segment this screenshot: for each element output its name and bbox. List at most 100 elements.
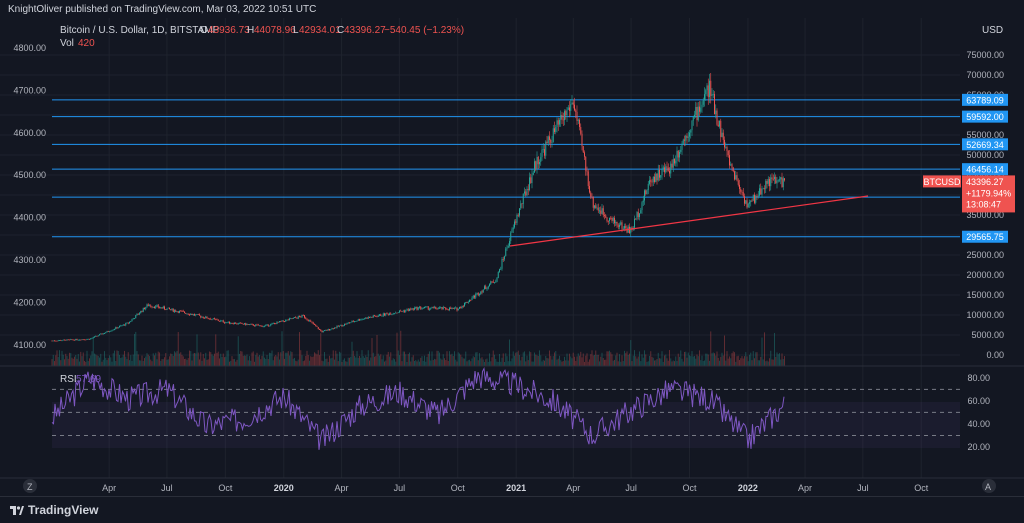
volume-bar (191, 360, 193, 366)
volume-bar (151, 361, 153, 366)
candle-body (581, 133, 583, 147)
legend-h-label: H (247, 25, 254, 36)
legend-l-label: L (293, 25, 299, 36)
candle-body (427, 306, 429, 310)
volume-bar (342, 359, 344, 366)
tradingview-logo-icon (10, 506, 24, 515)
volume-bar (194, 352, 195, 366)
volume-bar (330, 358, 332, 366)
candle-body (274, 323, 275, 325)
volume-bar (305, 356, 307, 366)
volume-bar (142, 361, 144, 366)
volume-bar (754, 358, 755, 366)
volume-bar (126, 359, 128, 366)
volume-bar (157, 351, 159, 366)
volume-bar (495, 358, 497, 366)
candle-body (345, 323, 347, 325)
volume-bar (420, 357, 422, 366)
candle-body (106, 331, 108, 333)
volume-bar (322, 361, 324, 366)
candle-body (561, 114, 563, 120)
candle-body (767, 179, 769, 184)
candle-body (654, 176, 655, 183)
volume-bar (564, 356, 565, 366)
candle-body (156, 305, 158, 307)
candle-body (69, 339, 70, 341)
volume-bar (240, 351, 242, 366)
candle-body (245, 323, 247, 326)
volume-bar (501, 357, 503, 366)
volume-bar (741, 356, 743, 366)
volume-bar (377, 353, 379, 366)
volume-bar (442, 354, 444, 366)
volume-bar (494, 354, 495, 366)
volume-bar (316, 354, 318, 366)
volume-bar (227, 350, 229, 366)
volume-bar (489, 353, 490, 366)
candle-body (220, 320, 222, 322)
time-tick-label: Oct (451, 483, 466, 493)
z-button-label[interactable]: Z (27, 482, 33, 492)
candle-body (444, 306, 445, 308)
volume-bar (474, 357, 475, 366)
chart-frame[interactable]: Bitcoin / U.S. Dollar, 1D, BITSTAMP O 43… (0, 18, 1024, 496)
volume-bar (554, 352, 555, 366)
volume-bar (424, 355, 425, 366)
time-tick-label: Apr (335, 483, 349, 493)
volume-bar (765, 361, 767, 366)
volume-bar (52, 354, 54, 366)
candle-body (530, 177, 532, 184)
candle-body (736, 175, 738, 181)
right-axis-tick-label: 35000.00 (966, 210, 1004, 220)
volume-bar (275, 355, 277, 366)
candle-body (714, 94, 715, 115)
candle-body (360, 319, 362, 321)
volume-bar (100, 353, 102, 366)
volume-bar (70, 353, 72, 366)
candle-body (369, 317, 370, 318)
published-bar: KnightOliver published on TradingView.co… (0, 0, 1024, 18)
a-button-label[interactable]: A (985, 482, 991, 492)
trend-line[interactable] (509, 195, 869, 247)
candle-body (292, 317, 294, 319)
volume-bar (630, 340, 632, 366)
currency-box[interactable] (978, 22, 1004, 36)
volume-bar (602, 357, 604, 366)
volume-bar (759, 360, 760, 366)
volume-bar (364, 357, 365, 366)
volume-bar (519, 355, 520, 366)
z-button[interactable] (23, 479, 37, 493)
volume-bar (376, 334, 378, 366)
volume-bar (282, 351, 284, 366)
volume-bar (652, 357, 654, 366)
left-axis-tick-label: 4800.00 (13, 43, 46, 53)
a-button[interactable] (982, 479, 996, 493)
candle-body (459, 307, 460, 309)
candle-body (236, 323, 238, 325)
candle-body (417, 307, 419, 310)
volume-bar (547, 358, 549, 366)
candle-body (96, 335, 98, 337)
currency-label[interactable]: USD (982, 25, 1003, 36)
volume-bar (571, 358, 573, 366)
candle-body (556, 120, 558, 128)
volume-bar (540, 355, 542, 366)
volume-bar (570, 356, 572, 366)
volume-bar (721, 352, 723, 366)
candle-body (364, 318, 365, 320)
level-badge (962, 110, 1008, 123)
candle-body (580, 126, 582, 134)
volume-bar (217, 351, 219, 366)
candle-body (751, 200, 753, 202)
candle-body (297, 316, 299, 319)
volume-bar (610, 352, 612, 366)
volume-bar (181, 354, 183, 366)
candle-body (232, 323, 234, 325)
volume-bar (94, 353, 95, 366)
volume-bar (536, 355, 538, 366)
volume-bar (699, 350, 700, 366)
candle-body (614, 217, 615, 224)
horizontal-levels[interactable] (52, 99, 960, 238)
volume-bar (91, 351, 93, 366)
volume-bar (719, 360, 720, 366)
